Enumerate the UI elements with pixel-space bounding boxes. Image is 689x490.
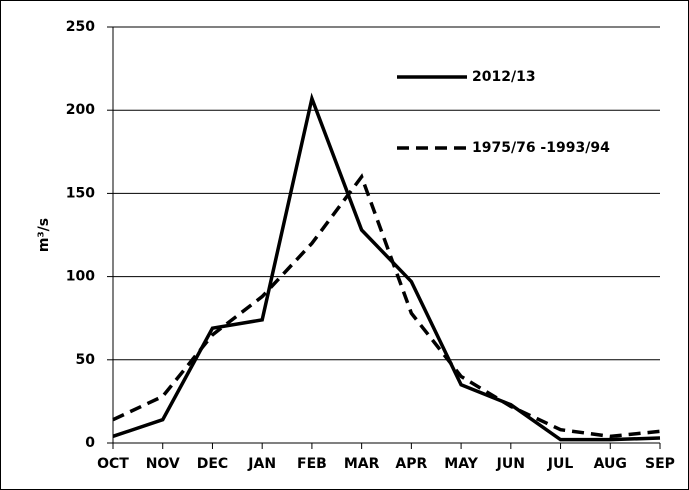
- x-tick-label: AUG: [594, 456, 627, 472]
- x-tick-label: JUL: [547, 456, 574, 472]
- y-tick-label: 0: [85, 435, 95, 451]
- x-tick-label: MAY: [444, 456, 478, 472]
- series-line: [112, 173, 661, 439]
- y-tick-label: 50: [76, 352, 96, 368]
- y-tick-label: 100: [66, 269, 95, 285]
- x-tick-label: MAR: [344, 456, 380, 472]
- x-tick-label: JAN: [247, 456, 276, 472]
- x-tick-label: SEP: [645, 456, 675, 472]
- legend-label: 1975/76 -1993/94: [472, 140, 610, 156]
- x-tick-label: FEB: [297, 456, 327, 472]
- legend-label: 2012/13: [472, 69, 536, 85]
- x-tick-label: DEC: [197, 456, 228, 472]
- x-tick-label: APR: [395, 456, 427, 472]
- y-axis-label: m³/s: [36, 218, 52, 252]
- y-tick-label: 150: [66, 185, 95, 201]
- x-tick-label: OCT: [97, 456, 129, 472]
- y-tick-label: 200: [66, 102, 95, 118]
- y-tick-label: 250: [66, 19, 95, 35]
- x-tick-label: NOV: [146, 456, 180, 472]
- x-tick-label: JUN: [496, 456, 525, 472]
